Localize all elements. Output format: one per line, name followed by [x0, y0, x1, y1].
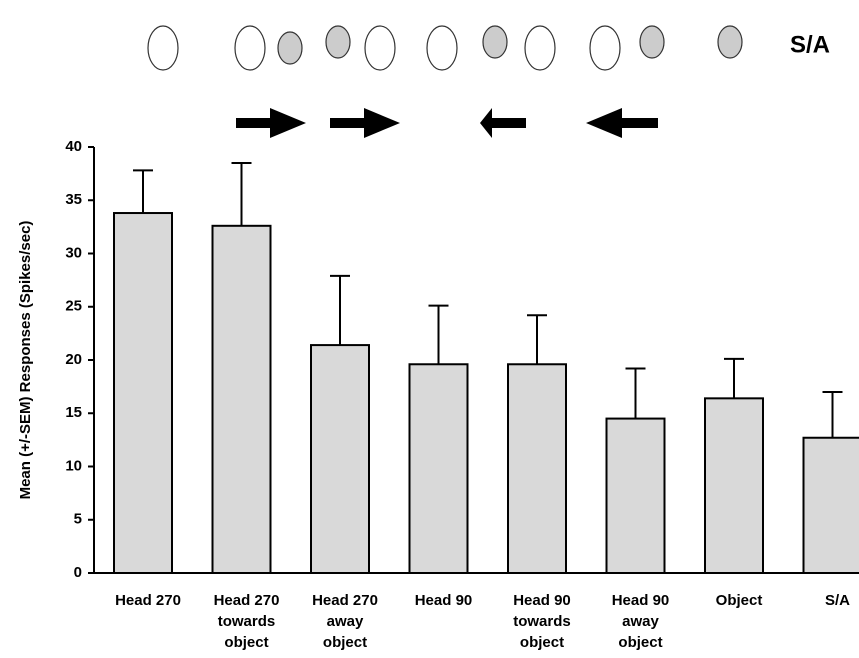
y-tick-label: 20 — [65, 351, 82, 368]
x-tick-label: Head 90 — [513, 592, 571, 609]
x-tick-label: object — [618, 634, 662, 651]
x-tick-label: object — [323, 634, 367, 651]
y-tick-label: 35 — [65, 191, 82, 208]
bar — [607, 419, 665, 573]
x-tick-label: Object — [716, 592, 763, 609]
x-tick-label: Head 270 — [312, 592, 378, 609]
x-tick-label: away — [622, 613, 659, 630]
y-tick-label: 5 — [74, 511, 82, 528]
x-tick-label: S/A — [825, 592, 850, 609]
bar — [213, 226, 271, 573]
x-tick-label: object — [520, 634, 564, 651]
x-tick-label: away — [327, 613, 364, 630]
y-tick-label: 0 — [74, 564, 82, 581]
bar — [410, 364, 468, 573]
direction-arrows — [236, 108, 658, 138]
bar — [508, 364, 566, 573]
y-axis-label: Mean (+/-SEM) Responses (Spikes/sec) — [17, 221, 34, 500]
bar — [311, 345, 369, 573]
x-tick-label: Head 90 — [415, 592, 473, 609]
x-tick-label: object — [224, 634, 268, 651]
y-tick-label: 15 — [65, 404, 82, 421]
bar — [804, 438, 859, 573]
stimulus-icons — [148, 26, 742, 70]
x-tick-label: Head 270 — [214, 592, 280, 609]
y-tick-label: 10 — [65, 457, 82, 474]
y-tick-label: 40 — [65, 138, 82, 155]
y-tick-label: 30 — [65, 244, 82, 261]
x-tick-label: Head 90 — [612, 592, 670, 609]
x-tick-label: towards — [218, 613, 276, 630]
y-tick-label: 25 — [65, 298, 82, 315]
bar — [114, 213, 172, 573]
bar — [705, 398, 763, 573]
top-label: S/A — [790, 31, 830, 58]
chart: S/A Mean (+/-SEM) Responses (Spikes/sec)… — [0, 0, 859, 658]
x-tick-label: towards — [513, 613, 571, 630]
x-tick-label: Head 270 — [115, 592, 181, 609]
